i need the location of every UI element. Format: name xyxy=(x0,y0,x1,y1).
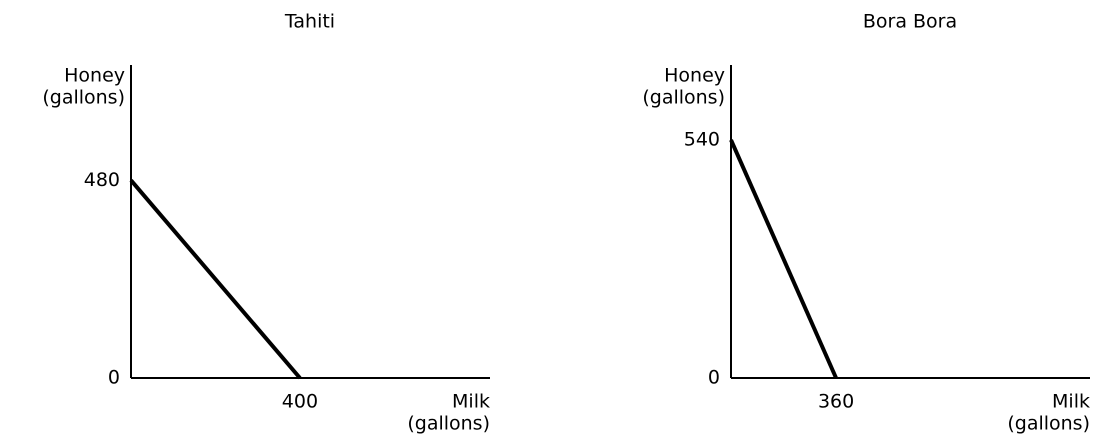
x-axis-label: (gallons) xyxy=(1007,413,1090,435)
y-axis-label: (gallons) xyxy=(642,87,725,109)
y-tick-label: 540 xyxy=(684,128,720,150)
y-tick-label: 0 xyxy=(708,367,720,389)
chart-title: Tahiti xyxy=(284,11,335,33)
y-axis-label: (gallons) xyxy=(42,87,125,109)
x-tick-label: 360 xyxy=(818,391,854,413)
x-axis-label: (gallons) xyxy=(407,413,490,435)
y-tick-label: 0 xyxy=(108,367,120,389)
y-tick-label: 480 xyxy=(84,169,120,191)
x-axis-label: Milk xyxy=(452,391,490,413)
y-axis-label: Honey xyxy=(64,65,125,87)
x-axis-label: Milk xyxy=(1052,391,1090,413)
chart-title: Bora Bora xyxy=(863,11,957,33)
x-tick-label: 400 xyxy=(282,391,318,413)
ppf-line xyxy=(129,179,302,380)
y-axis-label: Honey xyxy=(664,65,725,87)
ppf-line xyxy=(729,139,838,379)
